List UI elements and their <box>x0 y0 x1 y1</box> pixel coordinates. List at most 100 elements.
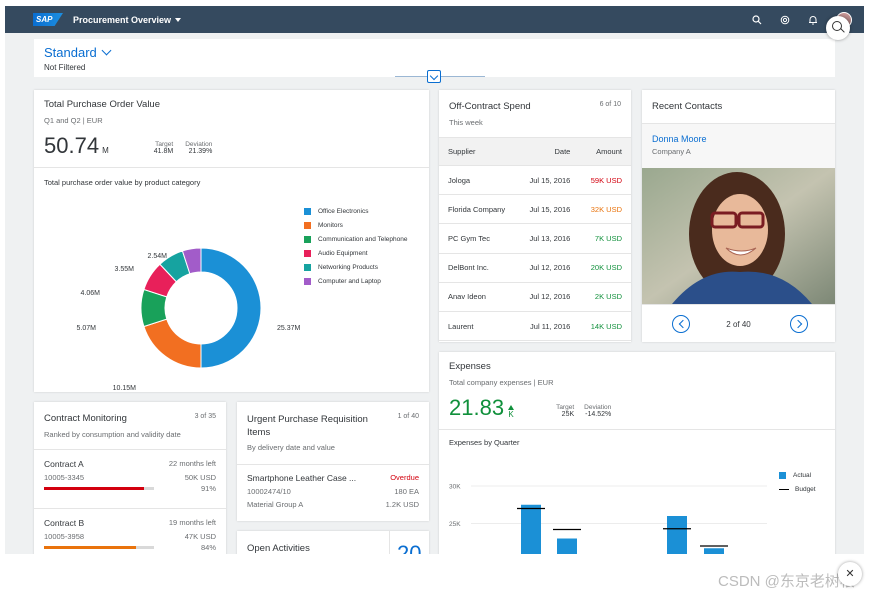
actual-bar[interactable] <box>557 538 577 555</box>
date-cell: Jul 11, 2016 <box>517 311 580 342</box>
legend-label: Budget <box>795 486 816 493</box>
legend-swatch <box>304 208 311 215</box>
target-label: Target <box>155 141 174 148</box>
divider <box>389 531 390 554</box>
legend-item[interactable]: Audio Equipment <box>304 250 408 257</box>
variant-name: Standard <box>44 45 97 60</box>
actual-bar[interactable] <box>704 548 724 554</box>
trend-up-icon <box>508 405 515 410</box>
table-row[interactable]: Laurent Jul 11, 2016 14K USD <box>439 311 631 342</box>
kpi-unit: M <box>102 146 109 155</box>
bell-icon[interactable] <box>808 15 818 25</box>
legend-item[interactable]: Monitors <box>304 222 408 229</box>
item-quantity: 180 EA <box>394 487 419 496</box>
legend-swatch <box>304 250 311 257</box>
prev-contact-button[interactable] <box>672 315 690 333</box>
target-value: 25K <box>561 411 575 418</box>
footer-area <box>0 554 870 595</box>
card-total-po[interactable]: Total Purchase Order Value Q1 and Q2 | E… <box>34 90 429 392</box>
supplier-cell: Anav Ideon <box>439 282 518 312</box>
contract-percent: 84% <box>200 543 216 552</box>
legend-label: Computer and Laptop <box>318 278 381 285</box>
slice-label: 5.07M <box>77 325 97 332</box>
app-frame: SAP Procurement Overview Standard Not Fi… <box>5 6 864 554</box>
item-count: 3 of 35 <box>194 413 216 420</box>
card-title: Total Purchase Order Value <box>44 99 160 110</box>
list-item[interactable]: Smartphone Leather Case ... Overdue 10002… <box>237 465 429 509</box>
legend-item[interactable]: Computer and Laptop <box>304 278 408 285</box>
item-amount: 1.2K USD <box>385 500 419 509</box>
copilot-icon[interactable] <box>780 15 790 25</box>
date-cell: Jul 12, 2016 <box>517 282 580 312</box>
app-title-menu[interactable]: Procurement Overview <box>73 15 182 25</box>
legend-item[interactable]: Office Electronics <box>304 208 408 215</box>
contract-id: 10005-3345 <box>44 473 85 482</box>
contact-name[interactable]: Donna Moore <box>652 134 707 144</box>
item-count: 6 of 10 <box>599 101 621 108</box>
collapse-header-button[interactable] <box>427 70 441 83</box>
card-title: Open Activities <box>247 543 310 554</box>
supplier-cell: Laurent <box>439 311 518 342</box>
table-row[interactable]: Anav Ideon Jul 12, 2016 2K USD <box>439 282 631 312</box>
contract-value: 50K USD <box>184 473 216 482</box>
slice-label: 10.15M <box>113 385 137 390</box>
actual-bar[interactable] <box>667 516 687 554</box>
card-off-contract[interactable]: Off-Contract Spend 6 of 10 This week Sup… <box>439 90 631 342</box>
table-row[interactable]: Jologa Jul 15, 2016 59K USD <box>439 165 631 196</box>
close-icon[interactable]: ✕ <box>838 562 862 586</box>
supplier-cell: DelBont Inc. <box>439 253 518 283</box>
search-icon[interactable] <box>752 14 762 25</box>
amount-cell: 7K USD <box>579 223 631 254</box>
chart-title: Total purchase order value by product ca… <box>44 178 201 187</box>
card-recent-contacts[interactable]: Recent Contacts Donna Moore Company A 2 … <box>642 90 835 342</box>
actual-bar[interactable] <box>521 504 541 554</box>
column-header: Supplier <box>439 137 518 166</box>
chart-title: Expenses by Quarter <box>449 438 520 447</box>
zoom-in-icon[interactable] <box>826 16 850 40</box>
date-cell: Jul 13, 2016 <box>517 223 580 254</box>
next-contact-button[interactable] <box>790 315 808 333</box>
list-item[interactable]: Contract B 19 months left 10005-3958 47K U… <box>34 508 226 554</box>
card-contract-monitoring[interactable]: Contract Monitoring 3 of 35 Ranked by co… <box>34 402 226 554</box>
legend-label: Monitors <box>318 222 343 229</box>
legend-swatch <box>779 472 786 479</box>
status-badge: Overdue <box>390 473 419 482</box>
expenses-bar-chart: 30K25K20K <box>449 484 767 555</box>
item-id: 10002474/10 <box>247 487 291 496</box>
deviation-label: Deviation <box>584 404 612 411</box>
contract-name: Contract A <box>44 459 84 469</box>
table-row[interactable]: Florida Company Jul 15, 2016 32K USD <box>439 194 631 225</box>
contact-company: Company A <box>652 147 691 156</box>
divider <box>34 167 429 168</box>
legend-label: Networking Products <box>318 264 378 271</box>
progress-fill <box>44 546 137 549</box>
donut-slice[interactable] <box>143 318 202 369</box>
legend-label: Audio Equipment <box>318 250 368 257</box>
card-open-activities[interactable]: Open Activities 20 <box>237 531 429 554</box>
donut-slice[interactable] <box>200 247 262 369</box>
donut-chart: 25.37M 10.15M 5.07M 4.06M 3.55M 2.54M <box>77 247 301 390</box>
column-header: Amount <box>579 137 631 166</box>
activities-count: 20 <box>397 541 422 554</box>
donut-slice[interactable] <box>181 247 202 275</box>
legend-item[interactable]: Communication and Telephone <box>304 236 408 243</box>
contract-remaining: 19 months left <box>168 518 216 527</box>
variant-selector[interactable]: Standard <box>44 45 825 60</box>
legend-swatch <box>304 278 311 285</box>
table-header-row: Supplier Date Amount <box>439 137 631 166</box>
sap-logo[interactable]: SAP <box>33 13 63 26</box>
date-cell: Jul 15, 2016 <box>517 194 580 225</box>
card-title: Contract Monitoring <box>44 413 127 424</box>
table-row[interactable]: DelBont Inc. Jul 12, 2016 20K USD <box>439 253 631 283</box>
filter-status: Not Filtered <box>44 63 86 72</box>
card-expenses[interactable]: Expenses Total company expenses | EUR 21… <box>439 352 835 554</box>
amount-cell: 14K USD <box>579 311 631 342</box>
table-row[interactable]: PC Gym Tec Jul 13, 2016 7K USD <box>439 223 631 254</box>
shell-bar: SAP Procurement Overview <box>5 6 864 33</box>
contact-pager: 2 of 40 <box>726 320 751 329</box>
contract-value: 47K USD <box>184 532 216 541</box>
legend-label: Actual <box>793 472 812 479</box>
legend-item[interactable]: Networking Products <box>304 264 408 271</box>
card-urgent-pr[interactable]: Urgent Purchase Requisition Items 1 of 4… <box>237 402 429 521</box>
list-item[interactable]: Contract A 22 months left 10005-3345 50K U… <box>34 449 226 508</box>
